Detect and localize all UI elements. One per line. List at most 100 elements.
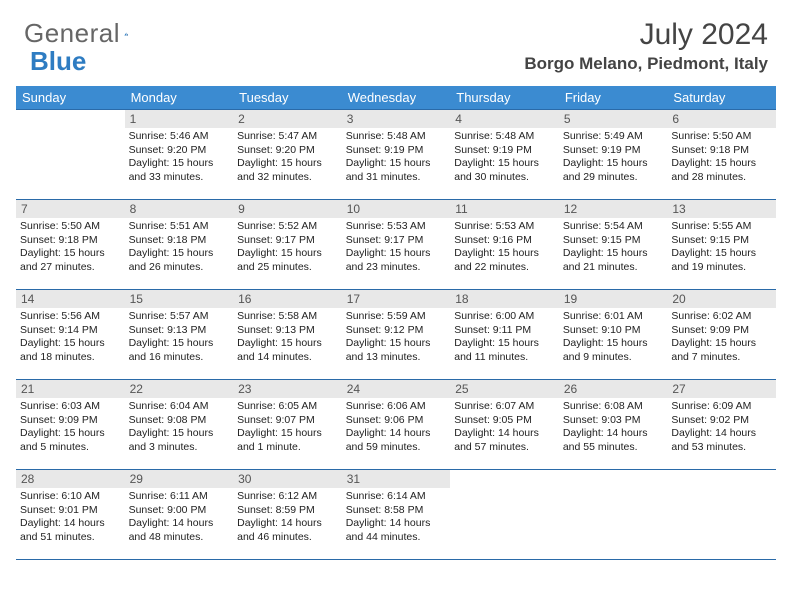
day-details: Sunrise: 5:55 AMSunset: 9:15 PMDaylight:… xyxy=(667,218,776,279)
sunrise-text: Sunrise: 6:12 AM xyxy=(237,490,338,504)
daylight-text: Daylight: 15 hours and 25 minutes. xyxy=(237,247,338,274)
sunrise-text: Sunrise: 5:48 AM xyxy=(454,130,555,144)
sunrise-text: Sunrise: 5:58 AM xyxy=(237,310,338,324)
day-details: Sunrise: 5:48 AMSunset: 9:19 PMDaylight:… xyxy=(342,128,451,189)
day-number: 14 xyxy=(16,290,125,308)
daylight-text: Daylight: 14 hours and 59 minutes. xyxy=(346,427,447,454)
sunrise-text: Sunrise: 6:06 AM xyxy=(346,400,447,414)
sunset-text: Sunset: 9:16 PM xyxy=(454,234,555,248)
day-details: Sunrise: 5:59 AMSunset: 9:12 PMDaylight:… xyxy=(342,308,451,369)
day-details: Sunrise: 5:58 AMSunset: 9:13 PMDaylight:… xyxy=(233,308,342,369)
sunrise-text: Sunrise: 5:56 AM xyxy=(20,310,121,324)
sunrise-text: Sunrise: 5:53 AM xyxy=(454,220,555,234)
daylight-text: Daylight: 15 hours and 19 minutes. xyxy=(671,247,772,274)
calendar-day-cell: 13Sunrise: 5:55 AMSunset: 9:15 PMDayligh… xyxy=(667,200,776,290)
weekday-header: Friday xyxy=(559,86,668,110)
calendar-day-cell: 28Sunrise: 6:10 AMSunset: 9:01 PMDayligh… xyxy=(16,470,125,560)
calendar-day-cell: 2Sunrise: 5:47 AMSunset: 9:20 PMDaylight… xyxy=(233,110,342,200)
weekday-header: Wednesday xyxy=(342,86,451,110)
weekday-header: Tuesday xyxy=(233,86,342,110)
calendar-day-cell: 8Sunrise: 5:51 AMSunset: 9:18 PMDaylight… xyxy=(125,200,234,290)
location-label: Borgo Melano, Piedmont, Italy xyxy=(524,54,768,74)
day-number: 11 xyxy=(450,200,559,218)
weekday-header: Sunday xyxy=(16,86,125,110)
sunrise-text: Sunrise: 5:57 AM xyxy=(129,310,230,324)
day-details: Sunrise: 5:46 AMSunset: 9:20 PMDaylight:… xyxy=(125,128,234,189)
calendar-day-cell xyxy=(559,470,668,560)
calendar-day-cell: 26Sunrise: 6:08 AMSunset: 9:03 PMDayligh… xyxy=(559,380,668,470)
day-number: 8 xyxy=(125,200,234,218)
sunset-text: Sunset: 9:05 PM xyxy=(454,414,555,428)
sunrise-text: Sunrise: 5:50 AM xyxy=(671,130,772,144)
sunrise-text: Sunrise: 6:10 AM xyxy=(20,490,121,504)
logo-sail-icon xyxy=(124,23,128,45)
daylight-text: Daylight: 15 hours and 31 minutes. xyxy=(346,157,447,184)
sunset-text: Sunset: 9:07 PM xyxy=(237,414,338,428)
daylight-text: Daylight: 15 hours and 13 minutes. xyxy=(346,337,447,364)
day-number: 13 xyxy=(667,200,776,218)
calendar-day-cell: 1Sunrise: 5:46 AMSunset: 9:20 PMDaylight… xyxy=(125,110,234,200)
sunrise-text: Sunrise: 6:14 AM xyxy=(346,490,447,504)
day-details: Sunrise: 6:01 AMSunset: 9:10 PMDaylight:… xyxy=(559,308,668,369)
sunrise-text: Sunrise: 6:03 AM xyxy=(20,400,121,414)
calendar-day-cell: 22Sunrise: 6:04 AMSunset: 9:08 PMDayligh… xyxy=(125,380,234,470)
calendar-day-cell: 20Sunrise: 6:02 AMSunset: 9:09 PMDayligh… xyxy=(667,290,776,380)
sunrise-text: Sunrise: 5:46 AM xyxy=(129,130,230,144)
day-number: 31 xyxy=(342,470,451,488)
daylight-text: Daylight: 14 hours and 48 minutes. xyxy=(129,517,230,544)
title-block: July 2024 Borgo Melano, Piedmont, Italy xyxy=(524,18,768,74)
sunset-text: Sunset: 9:15 PM xyxy=(671,234,772,248)
calendar-day-cell: 18Sunrise: 6:00 AMSunset: 9:11 PMDayligh… xyxy=(450,290,559,380)
day-details: Sunrise: 6:00 AMSunset: 9:11 PMDaylight:… xyxy=(450,308,559,369)
daylight-text: Daylight: 15 hours and 32 minutes. xyxy=(237,157,338,184)
daylight-text: Daylight: 15 hours and 9 minutes. xyxy=(563,337,664,364)
brand-part2: Blue xyxy=(30,46,86,77)
sunrise-text: Sunrise: 6:05 AM xyxy=(237,400,338,414)
day-details: Sunrise: 6:05 AMSunset: 9:07 PMDaylight:… xyxy=(233,398,342,459)
sunrise-text: Sunrise: 5:54 AM xyxy=(563,220,664,234)
calendar-day-cell: 27Sunrise: 6:09 AMSunset: 9:02 PMDayligh… xyxy=(667,380,776,470)
day-number: 3 xyxy=(342,110,451,128)
daylight-text: Daylight: 15 hours and 29 minutes. xyxy=(563,157,664,184)
day-details: Sunrise: 6:04 AMSunset: 9:08 PMDaylight:… xyxy=(125,398,234,459)
sunrise-text: Sunrise: 6:09 AM xyxy=(671,400,772,414)
day-number: 1 xyxy=(125,110,234,128)
daylight-text: Daylight: 14 hours and 53 minutes. xyxy=(671,427,772,454)
sunset-text: Sunset: 9:19 PM xyxy=(346,144,447,158)
sunset-text: Sunset: 9:13 PM xyxy=(129,324,230,338)
daylight-text: Daylight: 15 hours and 11 minutes. xyxy=(454,337,555,364)
day-details: Sunrise: 5:52 AMSunset: 9:17 PMDaylight:… xyxy=(233,218,342,279)
day-details: Sunrise: 5:50 AMSunset: 9:18 PMDaylight:… xyxy=(16,218,125,279)
day-details: Sunrise: 6:03 AMSunset: 9:09 PMDaylight:… xyxy=(16,398,125,459)
calendar-day-cell: 9Sunrise: 5:52 AMSunset: 9:17 PMDaylight… xyxy=(233,200,342,290)
daylight-text: Daylight: 15 hours and 21 minutes. xyxy=(563,247,664,274)
page-header: General July 2024 Borgo Melano, Piedmont… xyxy=(0,0,792,80)
calendar-week-row: 1Sunrise: 5:46 AMSunset: 9:20 PMDaylight… xyxy=(16,110,776,200)
sunrise-text: Sunrise: 5:55 AM xyxy=(671,220,772,234)
sunset-text: Sunset: 9:09 PM xyxy=(671,324,772,338)
sunset-text: Sunset: 9:14 PM xyxy=(20,324,121,338)
day-number xyxy=(559,470,668,488)
sunset-text: Sunset: 9:06 PM xyxy=(346,414,447,428)
daylight-text: Daylight: 15 hours and 16 minutes. xyxy=(129,337,230,364)
day-details: Sunrise: 5:48 AMSunset: 9:19 PMDaylight:… xyxy=(450,128,559,189)
daylight-text: Daylight: 15 hours and 23 minutes. xyxy=(346,247,447,274)
day-number: 12 xyxy=(559,200,668,218)
calendar-day-cell: 30Sunrise: 6:12 AMSunset: 8:59 PMDayligh… xyxy=(233,470,342,560)
sunset-text: Sunset: 9:18 PM xyxy=(20,234,121,248)
calendar-day-cell: 25Sunrise: 6:07 AMSunset: 9:05 PMDayligh… xyxy=(450,380,559,470)
calendar-day-cell: 16Sunrise: 5:58 AMSunset: 9:13 PMDayligh… xyxy=(233,290,342,380)
calendar-day-cell: 12Sunrise: 5:54 AMSunset: 9:15 PMDayligh… xyxy=(559,200,668,290)
calendar-week-row: 7Sunrise: 5:50 AMSunset: 9:18 PMDaylight… xyxy=(16,200,776,290)
calendar-day-cell: 21Sunrise: 6:03 AMSunset: 9:09 PMDayligh… xyxy=(16,380,125,470)
sunrise-text: Sunrise: 6:00 AM xyxy=(454,310,555,324)
weekday-header: Saturday xyxy=(667,86,776,110)
daylight-text: Daylight: 14 hours and 57 minutes. xyxy=(454,427,555,454)
sunrise-text: Sunrise: 5:53 AM xyxy=(346,220,447,234)
calendar-table: Sunday Monday Tuesday Wednesday Thursday… xyxy=(16,86,776,560)
calendar-day-cell: 15Sunrise: 5:57 AMSunset: 9:13 PMDayligh… xyxy=(125,290,234,380)
day-number: 24 xyxy=(342,380,451,398)
calendar-day-cell: 5Sunrise: 5:49 AMSunset: 9:19 PMDaylight… xyxy=(559,110,668,200)
calendar-day-cell: 4Sunrise: 5:48 AMSunset: 9:19 PMDaylight… xyxy=(450,110,559,200)
day-details: Sunrise: 5:57 AMSunset: 9:13 PMDaylight:… xyxy=(125,308,234,369)
